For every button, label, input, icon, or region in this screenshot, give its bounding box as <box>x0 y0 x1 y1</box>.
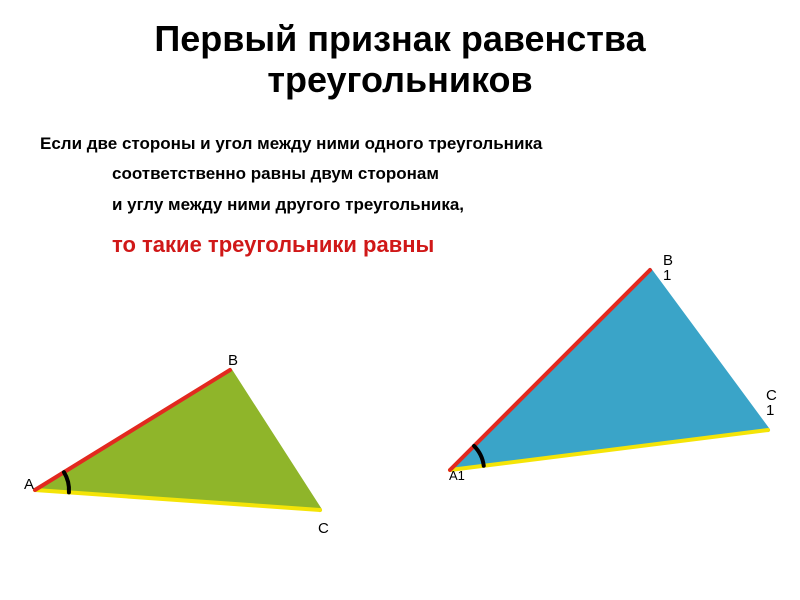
triangle-right-label-a: А1 <box>449 468 465 483</box>
triangle-right-label-c: С1 <box>766 388 777 418</box>
triangle-right <box>420 250 800 530</box>
triangle-left-label-c: С <box>318 520 329 537</box>
theorem-line-2: соответственно равны двум сторонам <box>112 159 800 190</box>
triangle-left-label-b: В <box>228 352 238 369</box>
triangle-left <box>20 330 360 550</box>
diagram-area: АВСА1В1С1 <box>0 280 800 580</box>
triangle-right-label-b: В1 <box>663 253 673 283</box>
triangle-left-label-a: А <box>24 476 34 493</box>
theorem-text: Если две стороны и угол между ними одног… <box>40 129 800 264</box>
theorem-line-3: и углу между ними другого треугольника, <box>112 190 800 221</box>
title-line-2: треугольников <box>0 59 800 100</box>
page-title: Первый признак равенства треугольников <box>0 0 800 101</box>
triangle-fill <box>450 270 768 470</box>
theorem-line-1: Если две стороны и угол между ними одног… <box>40 129 800 160</box>
title-line-1: Первый признак равенства <box>0 18 800 59</box>
